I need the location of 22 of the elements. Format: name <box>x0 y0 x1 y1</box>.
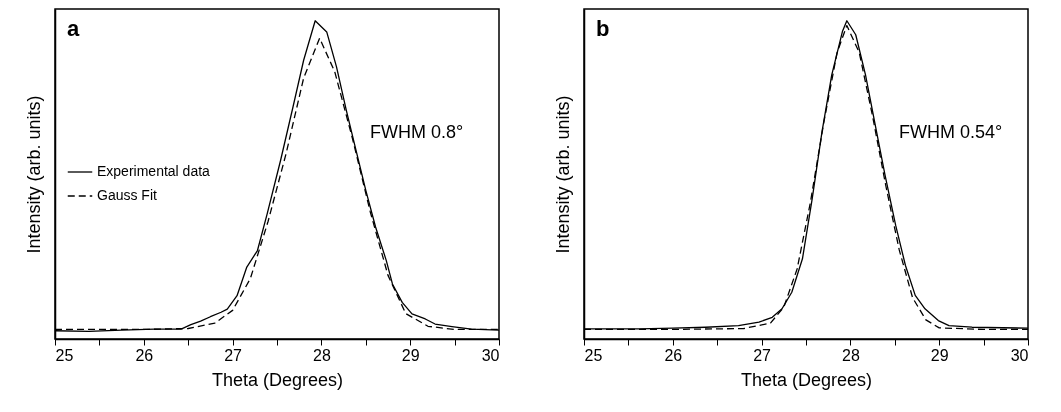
x-tick-label: 29 <box>930 346 949 364</box>
annotation: b <box>596 16 610 41</box>
legend-label: Experimental data <box>97 163 211 179</box>
x-tick-label: 25 <box>55 346 74 364</box>
x-axis-title: Theta (Degrees) <box>211 369 344 390</box>
x-axis-title: Theta (Degrees) <box>740 369 873 390</box>
y-axis-title: Intensity (arb. units) <box>23 95 44 254</box>
x-tick-label: 26 <box>135 346 154 364</box>
y-axis-title: Intensity (arb. units) <box>552 95 573 254</box>
x-tick-label: 27 <box>753 346 772 364</box>
annotation: FWHM 0.8° <box>370 122 464 142</box>
x-tick-label: 30 <box>1010 346 1029 364</box>
annotation: a <box>67 16 80 41</box>
x-tick-label: 28 <box>313 346 331 364</box>
x-tick-label: 29 <box>401 346 420 364</box>
x-tick-label: 26 <box>664 346 683 364</box>
x-tick-label: 25 <box>584 346 603 364</box>
annotation: FWHM 0.54° <box>899 122 1003 142</box>
x-tick-label: 27 <box>224 346 243 364</box>
legend-label: Gauss Fit <box>97 187 158 203</box>
x-tick-label: 28 <box>842 346 860 364</box>
x-tick-label: 30 <box>481 346 500 364</box>
